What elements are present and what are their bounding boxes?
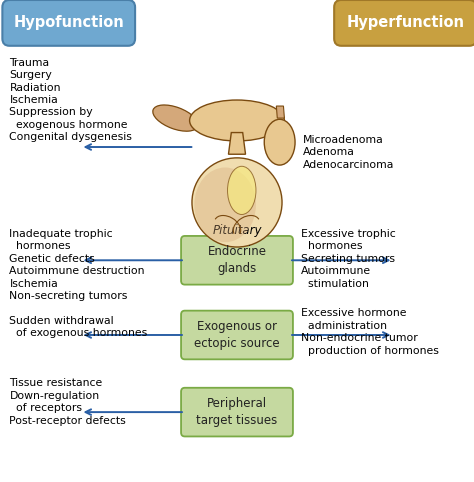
Text: Peripheral
target tissues: Peripheral target tissues xyxy=(196,397,278,427)
Text: Sudden withdrawal
  of exogenous hormones: Sudden withdrawal of exogenous hormones xyxy=(9,316,148,338)
FancyBboxPatch shape xyxy=(181,388,293,437)
Ellipse shape xyxy=(153,105,198,131)
Text: Pituitary: Pituitary xyxy=(212,224,262,237)
Ellipse shape xyxy=(190,100,284,141)
Ellipse shape xyxy=(228,166,256,214)
Text: Hypofunction: Hypofunction xyxy=(13,15,124,30)
Ellipse shape xyxy=(194,168,256,242)
Text: Excessive trophic
  hormones
Secreting tumors
Autoimmune
  stimulation: Excessive trophic hormones Secreting tum… xyxy=(301,229,396,289)
Text: Hyperfunction: Hyperfunction xyxy=(346,15,464,30)
Text: Trauma
Surgery
Radiation
Ischemia
Suppression by
  exogenous hormone
Congenital : Trauma Surgery Radiation Ischemia Suppre… xyxy=(9,58,132,142)
FancyBboxPatch shape xyxy=(181,236,293,284)
Ellipse shape xyxy=(264,120,295,165)
Text: Excessive hormone
  administration
Non-endocrine tumor
  production of hormones: Excessive hormone administration Non-end… xyxy=(301,308,439,356)
FancyBboxPatch shape xyxy=(181,310,293,360)
Polygon shape xyxy=(228,133,246,154)
Text: Inadequate trophic
  hormones
Genetic defects
Autoimmune destruction
Ischemia
No: Inadequate trophic hormones Genetic defe… xyxy=(9,229,145,301)
Polygon shape xyxy=(276,106,284,118)
Text: Microadenoma
Adenoma
Adenocarcinoma: Microadenoma Adenoma Adenocarcinoma xyxy=(303,135,395,170)
FancyBboxPatch shape xyxy=(2,0,135,46)
Text: Tissue resistance
Down-regulation
  of receptors
Post-receptor defects: Tissue resistance Down-regulation of rec… xyxy=(9,378,126,426)
Text: Exogenous or
ectopic source: Exogenous or ectopic source xyxy=(194,320,280,350)
Text: Endocrine
glands: Endocrine glands xyxy=(208,245,266,275)
FancyBboxPatch shape xyxy=(334,0,474,46)
Ellipse shape xyxy=(192,158,282,247)
